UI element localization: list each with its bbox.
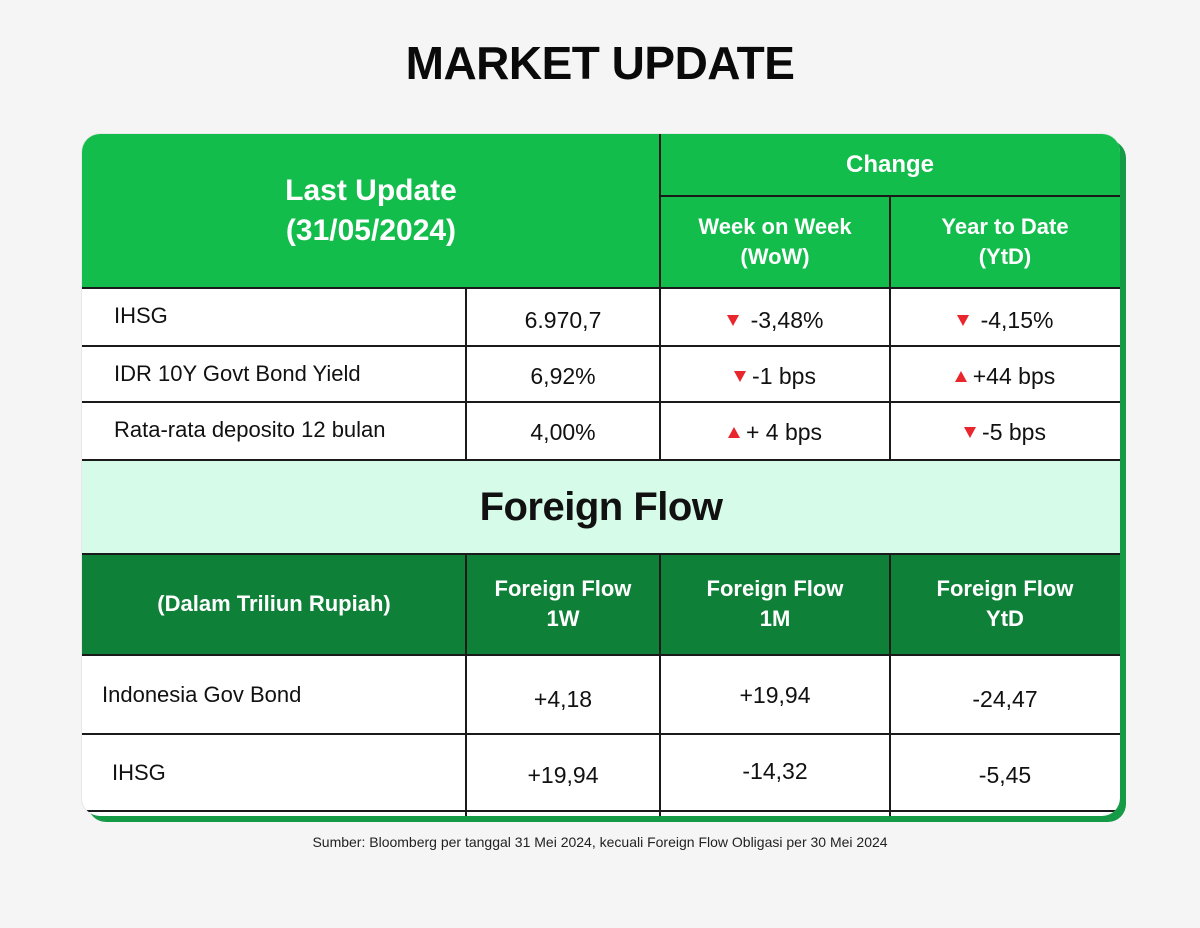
- table-row-label: Rata-rata deposito 12 bulan: [114, 402, 464, 458]
- divider: [82, 401, 1120, 403]
- row-value-text: 4,00%: [530, 418, 596, 445]
- row-value-text: 6.970,7: [524, 306, 602, 333]
- flow-ytd-value: -24,47: [972, 685, 1038, 712]
- table-row-flow-1m: +19,94: [660, 656, 890, 734]
- divider: [889, 554, 891, 816]
- row-label-text: Indonesia Gov Bond: [102, 682, 302, 707]
- table-row-ytd: -4,15%: [890, 292, 1120, 348]
- flow-ytd-line1: Foreign Flow: [936, 576, 1074, 602]
- divider: [82, 733, 1120, 735]
- flow-unit-label: (Dalam Triliun Rupiah): [157, 591, 391, 616]
- flow-1m-header: Foreign Flow 1M: [660, 554, 890, 654]
- divider: [82, 810, 1120, 812]
- table-row-flow-ytd: -5,45: [890, 736, 1120, 814]
- ytd-header: Year to Date (YtD): [890, 196, 1120, 288]
- source-note: Sumber: Bloomberg per tanggal 31 Mei 202…: [312, 834, 888, 850]
- table-row-wow: + 4 bps: [660, 404, 890, 460]
- table-row-flow-1w: +19,94: [466, 736, 660, 814]
- table-row-value: 6.970,7: [466, 292, 660, 348]
- table-row-flow-1m: -14,32: [660, 732, 890, 810]
- down-arrow-icon: [726, 314, 739, 326]
- up-arrow-icon: [954, 370, 967, 382]
- divider: [465, 554, 467, 816]
- divider: [465, 288, 467, 460]
- flow-ytd-header: Foreign Flow YtD: [890, 554, 1120, 654]
- table-row-flow-1w: +4,18: [466, 660, 660, 738]
- down-arrow-icon: [956, 314, 969, 326]
- wow-line2: (WoW): [740, 244, 810, 269]
- table-row-value: 6,92%: [466, 348, 660, 404]
- divider: [659, 134, 661, 460]
- flow-1w-value: +4,18: [533, 685, 593, 712]
- table-row-ytd: -5 bps: [890, 404, 1120, 460]
- flow-1w-line1: Foreign Flow: [494, 576, 632, 602]
- divider: [82, 553, 1120, 555]
- table-row-value: 4,00%: [466, 404, 660, 460]
- ytd-line2: (YtD): [978, 244, 1032, 269]
- divider: [82, 345, 1120, 347]
- ytd-line1: Year to Date: [941, 214, 1069, 240]
- change-header: Change: [660, 134, 1120, 196]
- last-update-date: (31/05/2024): [285, 214, 457, 247]
- flow-ytd-line2: YtD: [986, 606, 1024, 631]
- table-row-wow: -3,48%: [660, 292, 890, 348]
- row-label-text: Rata-rata deposito 12 bulan: [114, 417, 386, 442]
- table-row-label: IHSG: [114, 288, 464, 344]
- row-label-text: IHSG: [112, 760, 166, 785]
- wow-value-text: -1 bps: [752, 362, 816, 389]
- row-label-text: IHSG: [114, 303, 168, 328]
- ytd-value-text: -4,15%: [980, 306, 1054, 333]
- flow-1w-line2: 1W: [546, 606, 580, 631]
- wow-line1: Week on Week: [698, 214, 852, 240]
- divider: [82, 459, 1120, 461]
- divider: [889, 196, 891, 460]
- flow-1m-value: +19,94: [739, 681, 811, 708]
- table-row-label: Indonesia Gov Bond: [102, 656, 464, 734]
- up-arrow-icon: [727, 426, 740, 438]
- change-label: Change: [845, 151, 934, 178]
- ytd-value-text: -5 bps: [982, 418, 1046, 445]
- market-table-card: Last Update (31/05/2024) Change Week on …: [82, 134, 1120, 816]
- table-row-ytd: +44 bps: [890, 348, 1120, 404]
- divider: [659, 554, 661, 816]
- wow-value-text: -3,48%: [750, 306, 824, 333]
- flow-ytd-value: -5,45: [978, 761, 1032, 788]
- last-update-label: Last Update: [285, 173, 457, 207]
- row-value-text: 6,92%: [530, 362, 596, 389]
- flow-unit-header: (Dalam Triliun Rupiah): [82, 554, 466, 654]
- row-label-text: IDR 10Y Govt Bond Yield: [114, 361, 361, 386]
- wow-header: Week on Week (WoW): [660, 196, 890, 288]
- down-arrow-icon: [734, 370, 747, 382]
- table-row-label: IDR 10Y Govt Bond Yield: [114, 346, 464, 402]
- flow-1m-line1: Foreign Flow: [706, 576, 844, 602]
- table-row-wow: -1 bps: [660, 348, 890, 404]
- table-row-flow-ytd: -24,47: [890, 660, 1120, 738]
- divider: [660, 195, 1120, 197]
- flow-1w-value: +19,94: [527, 761, 599, 788]
- down-arrow-icon: [964, 426, 977, 438]
- foreign-flow-title: Foreign Flow: [479, 484, 723, 529]
- flow-1m-line2: 1M: [759, 606, 791, 631]
- last-update-header: Last Update (31/05/2024): [82, 134, 660, 288]
- foreign-flow-band: Foreign Flow: [82, 460, 1120, 554]
- table-row-label: IHSG: [112, 734, 464, 812]
- flow-1w-header: Foreign Flow 1W: [466, 554, 660, 654]
- page-title: MARKET UPDATE: [405, 37, 795, 89]
- wow-value-text: + 4 bps: [745, 418, 823, 445]
- ytd-value-text: +44 bps: [972, 362, 1056, 389]
- divider: [82, 654, 1120, 656]
- flow-1m-value: -14,32: [742, 757, 808, 784]
- divider: [82, 287, 1120, 289]
